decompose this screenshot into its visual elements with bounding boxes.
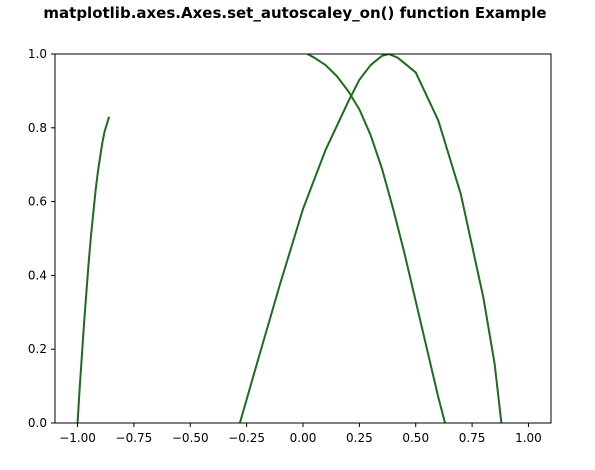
series-line-3 xyxy=(238,54,503,423)
series-line-1 xyxy=(76,116,111,423)
x-tick-label: 0.75 xyxy=(459,431,486,445)
x-tick-label: −1.00 xyxy=(59,431,96,445)
x-tick-label: −0.75 xyxy=(116,431,153,445)
y-tick-label: 0.8 xyxy=(28,121,47,135)
chart-title: matplotlib.axes.Axes.set_autoscaley_on()… xyxy=(43,4,546,22)
x-tick-label: 0.00 xyxy=(290,431,317,445)
x-tick-label: 0.25 xyxy=(346,431,373,445)
y-tick-label: 0.2 xyxy=(28,342,47,356)
axes: −1.00 −0.75 −0.50 −0.25 0.00 0.25 0.50 0.75 1.00… xyxy=(28,47,552,445)
axes-frame xyxy=(54,53,552,424)
series-line-2 xyxy=(307,54,447,423)
x-tick-label: −0.50 xyxy=(172,431,209,445)
y-tick-label: 0.4 xyxy=(28,268,47,282)
y-tick-label: 0.6 xyxy=(28,195,47,209)
y-tick-label: 0.0 xyxy=(28,416,47,430)
y-tick-label: 1.0 xyxy=(28,47,47,61)
x-tick-label: 1.00 xyxy=(515,431,542,445)
x-tick-label: 0.50 xyxy=(402,431,429,445)
x-tick-label: −0.25 xyxy=(228,431,265,445)
plot-area xyxy=(76,54,503,423)
